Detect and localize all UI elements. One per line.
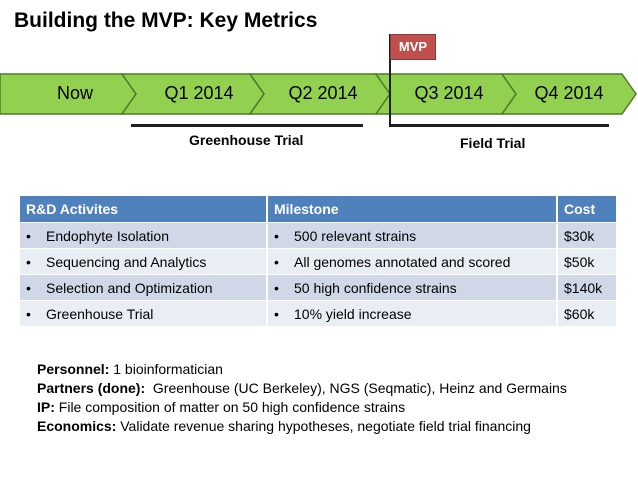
personnel-value: 1 bioinformatician: [109, 361, 223, 377]
milestone-cell: 50 high confidence strains: [267, 274, 558, 301]
timeline: Now Q1 2014 Q2 2014 Q3 2014 Q4 2014: [0, 73, 638, 115]
ip-value: File composition of matter on 50 high co…: [54, 399, 406, 415]
timeline-arrows: [0, 73, 637, 115]
economics-value: Validate revenue sharing hypotheses, neg…: [116, 418, 531, 434]
notes-block: Personnel: 1 bioinformatician Partners (…: [37, 360, 567, 436]
activity-cell: Selection and Optimization: [20, 274, 268, 301]
phase-label-q2-2014: Q2 2014: [288, 83, 358, 103]
personnel-line: Personnel: 1 bioinformatician: [37, 360, 567, 379]
header-milestone: Milestone: [267, 196, 558, 223]
cost-cell: $30k: [557, 222, 618, 249]
partners-value: Greenhouse (UC Berkeley), NGS (Seqmatic)…: [145, 380, 567, 396]
header-cost: Cost: [557, 196, 618, 223]
cost-cell: $140k: [557, 274, 618, 301]
header-rd-activities: R&D Activites: [20, 196, 268, 223]
field-trial-bar: [389, 124, 609, 127]
mvp-milestone-badge: MVP: [390, 34, 436, 60]
activity-cell: Endophyte Isolation: [20, 222, 268, 249]
greenhouse-trial-bar: [131, 124, 363, 127]
economics-line: Economics: Validate revenue sharing hypo…: [37, 417, 567, 436]
phase-label-q1-2014: Q1 2014: [164, 83, 234, 103]
activity-cell: Greenhouse Trial: [20, 300, 268, 326]
phase-label-q4-2014: Q4 2014: [534, 83, 604, 103]
ip-label: IP:: [37, 399, 55, 415]
metrics-table: R&D Activites Milestone Cost Endophyte I…: [20, 196, 618, 326]
milestone-cell: 500 relevant strains: [267, 222, 558, 249]
cost-cell: $60k: [557, 300, 618, 326]
milestone-cell: All genomes annotated and scored: [267, 248, 558, 275]
table-row: Greenhouse Trial 10% yield increase $60k: [20, 300, 618, 326]
greenhouse-trial-label: Greenhouse Trial: [189, 132, 304, 148]
table-row: Selection and Optimization 50 high confi…: [20, 274, 618, 301]
phase-arrow-q4: [500, 73, 637, 115]
partners-line: Partners (done): Greenhouse (UC Berkeley…: [37, 379, 567, 398]
table-row: Sequencing and Analytics All genomes ann…: [20, 248, 618, 275]
slide-title: Building the MVP: Key Metrics: [14, 9, 318, 32]
economics-label: Economics:: [37, 418, 117, 434]
table-row: Endophyte Isolation 500 relevant strains…: [20, 222, 618, 249]
ip-line: IP: File composition of matter on 50 hig…: [37, 398, 567, 417]
partners-label: Partners (done):: [37, 380, 146, 396]
milestone-cell: 10% yield increase: [267, 300, 558, 326]
personnel-label: Personnel:: [37, 361, 110, 377]
cost-cell: $50k: [557, 248, 618, 275]
table-header-row: R&D Activites Milestone Cost: [20, 196, 618, 223]
activity-cell: Sequencing and Analytics: [20, 248, 268, 275]
phase-label-q3-2014: Q3 2014: [414, 83, 484, 103]
mvp-marker-line: [389, 34, 391, 124]
phase-label-now: Now: [56, 83, 93, 103]
field-trial-label: Field Trial: [460, 135, 526, 151]
